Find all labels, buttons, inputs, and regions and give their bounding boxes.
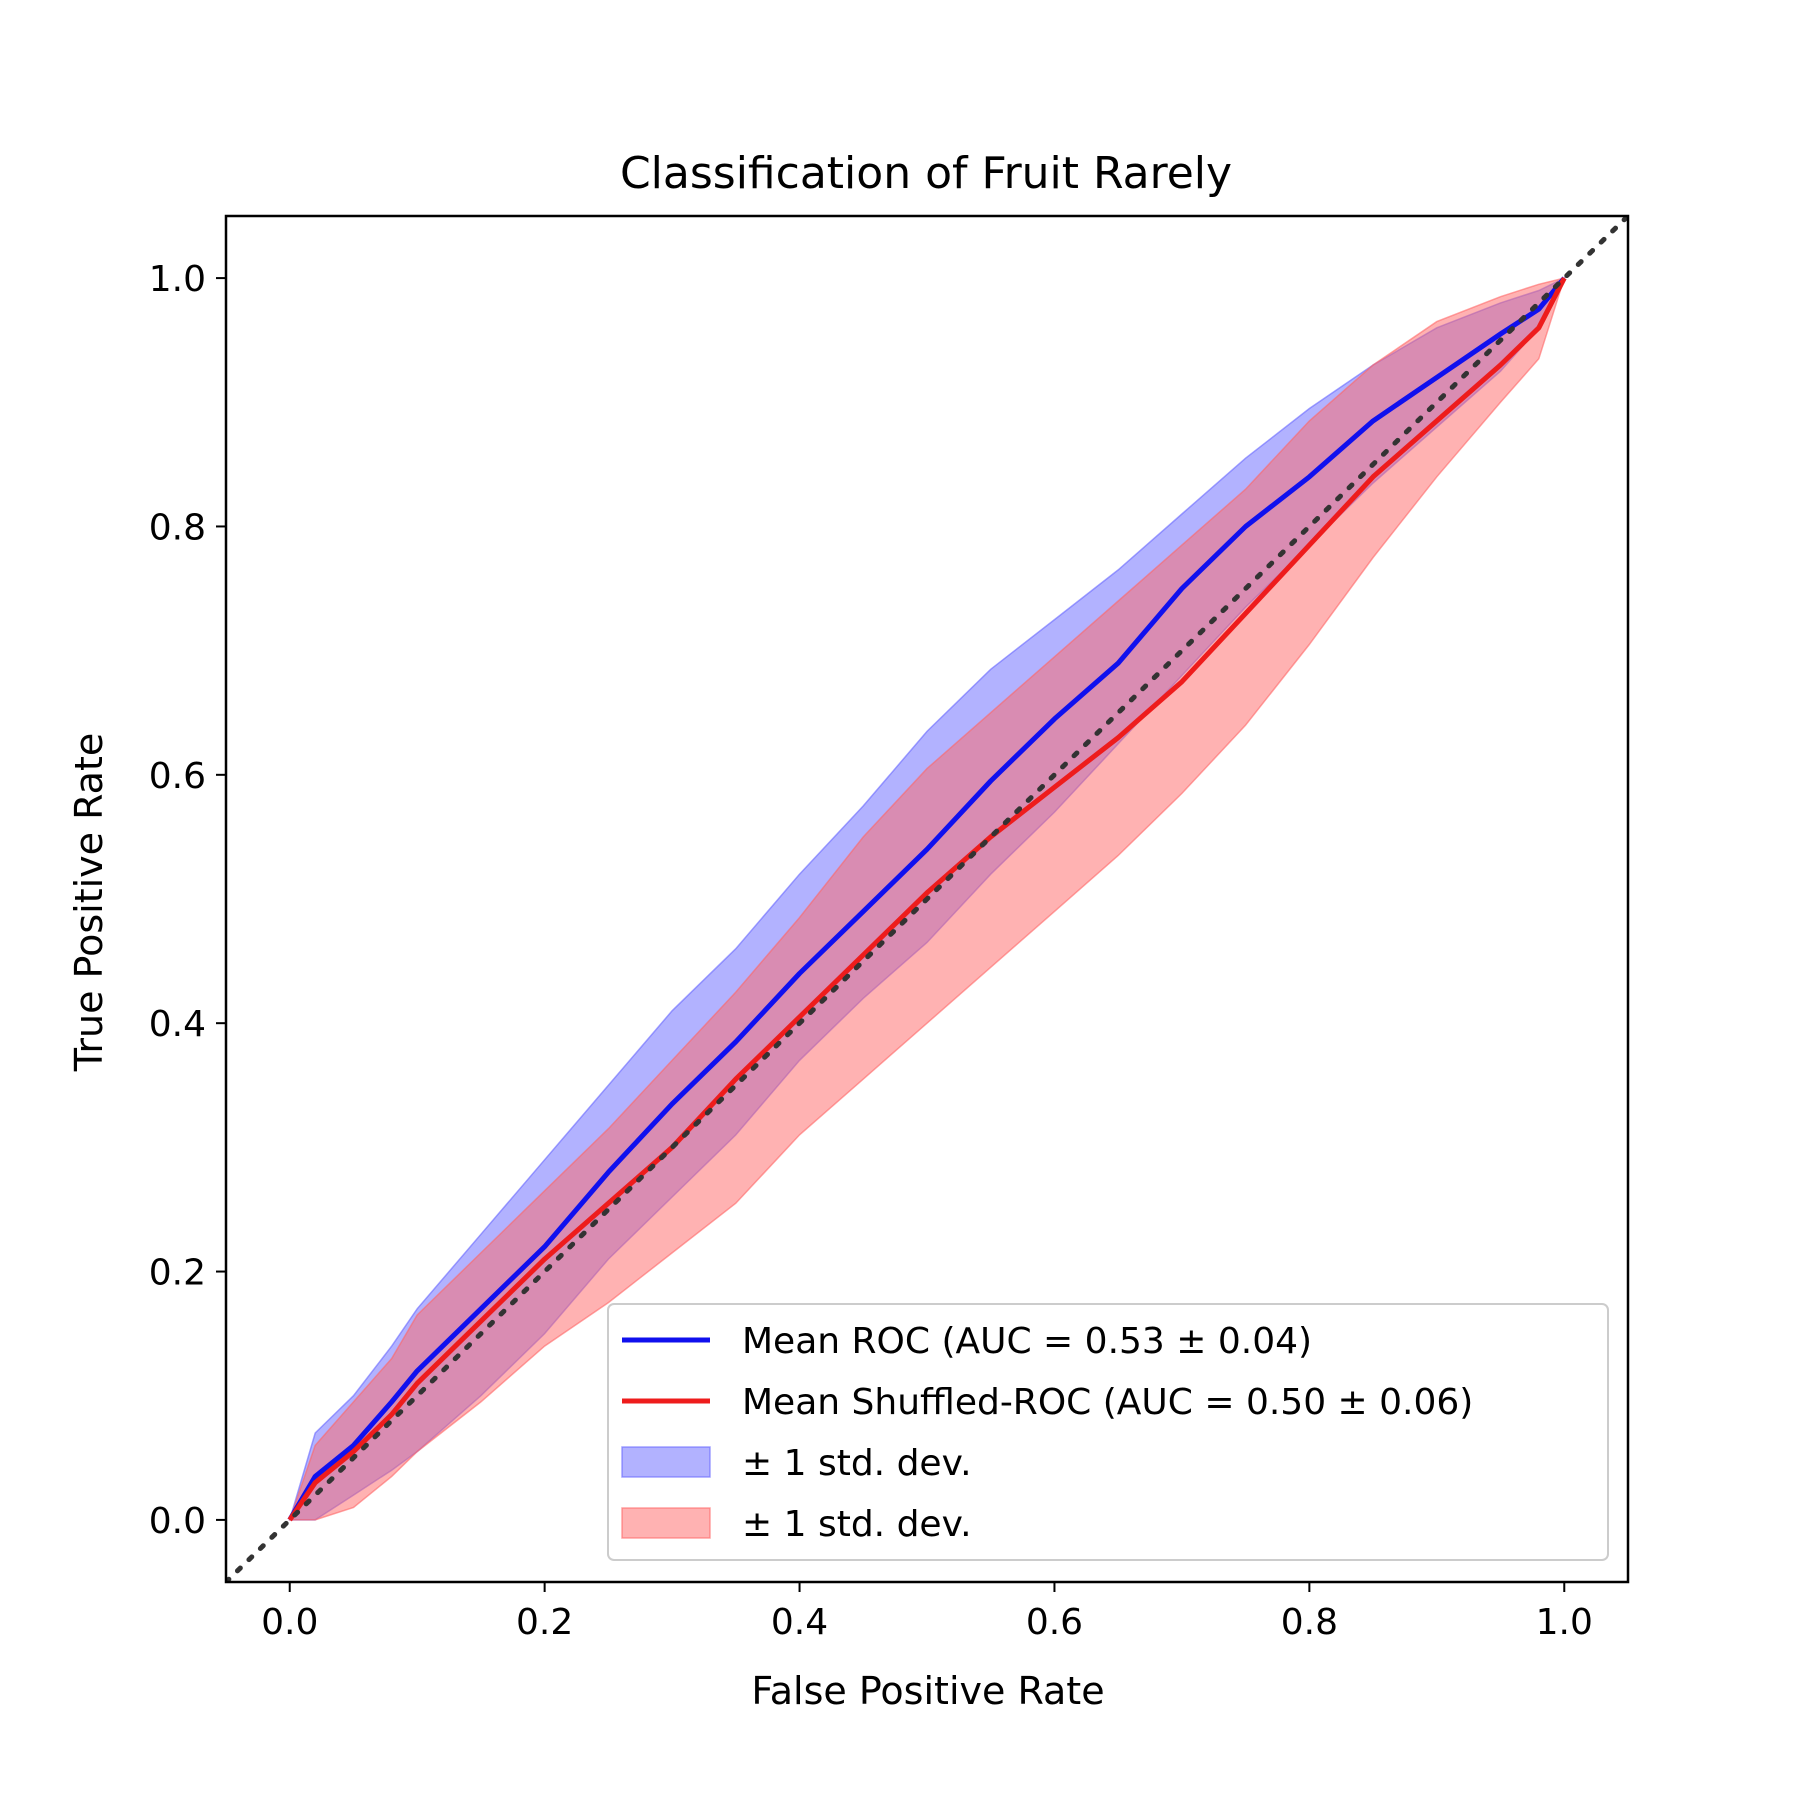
legend-box — [607, 1303, 1609, 1561]
x-tick-label: 1.0 — [1536, 1602, 1593, 1643]
mean-shuffled-roc-line — [287, 276, 1567, 1522]
legend-label: Mean ROC (AUC = 0.53 ± 0.04) — [742, 1321, 1312, 1362]
y-tick-label: 0.6 — [149, 756, 206, 797]
legend-patch-swatch — [621, 1507, 711, 1539]
x-tick-label: 0.8 — [1281, 1602, 1338, 1643]
x-tick-label: 0.0 — [261, 1602, 318, 1643]
x-axis-label: False Positive Rate — [751, 1669, 1104, 1713]
legend-label: Mean Shuffled-ROC (AUC = 0.50 ± 0.06) — [742, 1382, 1473, 1423]
legend: Mean ROC (AUC = 0.53 ± 0.04) Mean Shuffle… — [607, 1303, 1609, 1561]
legend-label: ± 1 std. dev. — [742, 1443, 972, 1484]
x-tick-label: 0.6 — [1026, 1602, 1083, 1643]
x-tick-label: 0.2 — [516, 1602, 573, 1643]
tick-labels: 0.0 0.2 0.4 0.6 0.8 1.0 0.0 0.2 0.4 0.6 0.8 1.0 — [149, 259, 1593, 1643]
y-tick-label: 1.0 — [149, 259, 206, 300]
axes-frame — [224, 214, 1630, 1584]
legend-label: ± 1 std. dev. — [742, 1504, 972, 1545]
y-tick-label: 0.8 — [149, 507, 206, 548]
y-tick-label: 0.2 — [149, 1253, 206, 1294]
y-tick-label: 0.0 — [149, 1501, 206, 1542]
legend-patch-swatch — [621, 1446, 711, 1478]
y-axis-label: True Positive Rate — [67, 733, 111, 1073]
plot-inner — [226, 216, 1628, 1582]
x-tick-label: 0.4 — [771, 1602, 828, 1643]
plot-area — [224, 214, 1630, 1584]
chart-title: Classification of Fruit Rarely — [620, 148, 1232, 199]
chance-line — [226, 216, 1628, 1582]
mean-roc-line — [287, 276, 1567, 1522]
y-tick-label: 0.4 — [149, 1004, 206, 1045]
